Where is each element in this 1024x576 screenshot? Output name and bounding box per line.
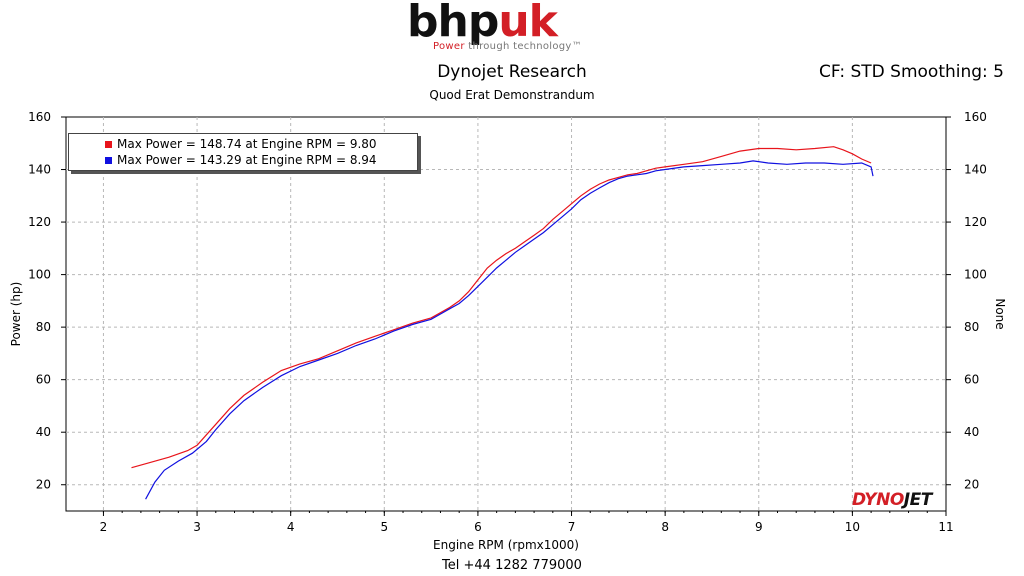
x-tick-label: 4	[287, 520, 295, 534]
y-tick-label-left: 60	[36, 373, 51, 387]
chart-subtitle: Quod Erat Demonstrandum	[429, 88, 595, 102]
x-axis-title: Engine RPM (rpmx1000)	[433, 538, 579, 552]
legend-entry-blue: Max Power = 143.29 at Engine RPM = 8.94	[105, 152, 377, 168]
y-axis-title-right: None	[993, 298, 1007, 329]
y-tick-label-right: 40	[964, 425, 979, 439]
plot-area	[65, 116, 947, 512]
correction-factor-label: CF: STD Smoothing: 5	[819, 62, 1004, 82]
x-tick-label: 5	[380, 520, 388, 534]
legend-swatch-blue	[105, 157, 112, 164]
bhpuk-logo: bhpuk Power through technology™	[400, 0, 630, 60]
y-tick-label-right: 120	[964, 215, 987, 229]
y-tick-label-right: 100	[964, 268, 987, 282]
y-tick-label-left: 120	[28, 215, 51, 229]
legend-swatch-red	[105, 141, 112, 148]
dynojet-watermark: DYNOJET	[852, 490, 932, 510]
x-tick-label: 11	[938, 520, 953, 534]
chart-title: Dynojet Research	[437, 62, 587, 82]
x-tick-label: 2	[100, 520, 108, 534]
x-tick-label: 6	[474, 520, 482, 534]
y-tick-label-right: 160	[964, 110, 987, 124]
logo-wordmark: bhpuk	[407, 0, 558, 47]
y-tick-label-left: 80	[36, 320, 51, 334]
footer-phone: Tel +44 1282 779000	[442, 558, 582, 573]
x-tick-label: 3	[193, 520, 201, 534]
y-tick-label-left: 140	[28, 163, 51, 177]
x-tick-label: 8	[661, 520, 669, 534]
y-tick-label-left: 40	[36, 425, 51, 439]
x-tick-label: 10	[845, 520, 860, 534]
y-tick-label-right: 60	[964, 373, 979, 387]
legend-entry-red: Max Power = 148.74 at Engine RPM = 9.80	[105, 136, 377, 152]
series-line-blue	[145, 160, 874, 500]
y-tick-label-left: 160	[28, 110, 51, 124]
x-tick-label: 9	[755, 520, 763, 534]
y-tick-label-left: 20	[36, 478, 51, 492]
x-tick-label: 7	[568, 520, 576, 534]
logo-tagline: Power through technology™	[433, 41, 582, 52]
y-tick-label-right: 20	[964, 478, 979, 492]
y-tick-label-right: 80	[964, 320, 979, 334]
chart-legend: Max Power = 148.74 at Engine RPM = 9.80 …	[68, 133, 418, 171]
y-axis-title-left: Power (hp)	[9, 282, 23, 347]
y-tick-label-left: 100	[28, 268, 51, 282]
y-tick-label-right: 140	[964, 163, 987, 177]
series-line-red	[131, 146, 872, 469]
